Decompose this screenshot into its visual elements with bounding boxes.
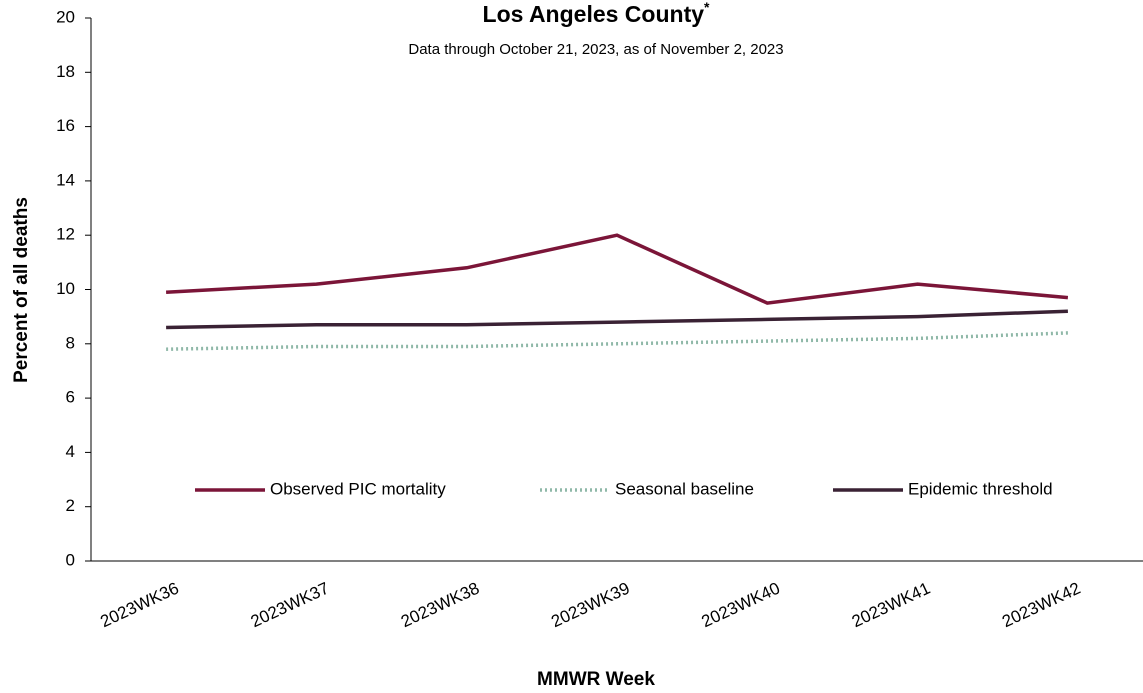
y-axis-title: Percent of all deaths [11,197,32,383]
x-tick-label: 2023WK40 [699,578,783,631]
y-tick-label: 12 [56,225,75,244]
x-tick-label: 2023WK39 [548,578,632,631]
series-line [166,331,1068,351]
y-tick-label: 2 [66,496,75,515]
x-tick-label: 2023WK36 [97,578,181,631]
title-marker: * [704,0,710,15]
y-tick-label: 18 [56,62,75,81]
x-tick-label: 2023WK42 [999,578,1083,631]
title-text: Los Angeles County [483,1,705,27]
x-tick-label: 2023WK38 [398,578,482,631]
x-tick-label: 2023WK37 [248,578,332,631]
x-tick-label: 2023WK41 [849,578,933,631]
y-tick-label: 10 [56,279,75,298]
chart-subtitle: Data through October 21, 2023, as of Nov… [408,41,783,58]
y-tick-label: 8 [66,333,75,352]
x-axis-title: MMWR Week [537,669,655,690]
series-line [166,233,1069,305]
y-tick-label: 4 [66,442,75,461]
chart-title: Los Angeles County* [483,0,711,27]
y-tick-label: 20 [56,7,75,26]
legend-label: Epidemic threshold [908,479,1053,498]
series-line [166,309,1068,330]
y-tick-label: 6 [66,388,75,407]
legend-label: Observed PIC mortality [270,479,446,498]
legend-label: Seasonal baseline [615,479,754,498]
y-tick-label: 16 [56,116,75,135]
y-tick-label: 0 [66,550,75,569]
y-tick-label: 14 [56,170,75,189]
